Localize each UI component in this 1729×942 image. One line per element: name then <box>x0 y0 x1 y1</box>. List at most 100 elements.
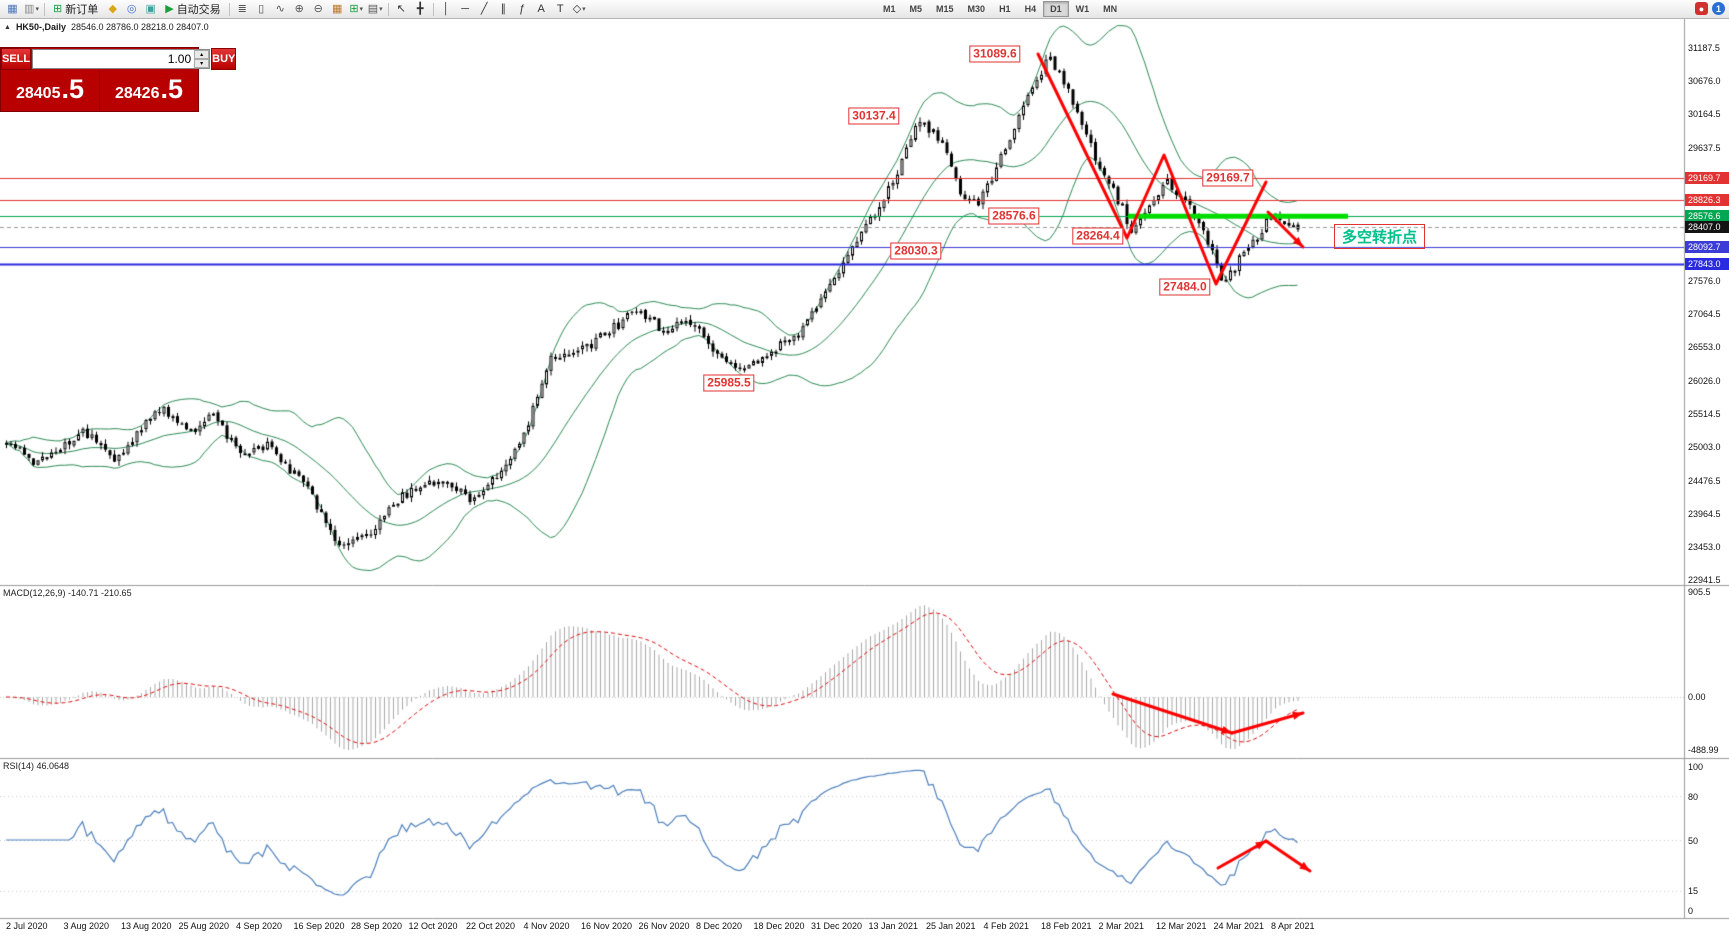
vertical-line-icon[interactable]: │ <box>437 2 456 17</box>
data-window-icon[interactable]: ▣ <box>141 2 160 17</box>
shapes-icon: ◇ <box>572 2 582 15</box>
price-axis-label: 30164.5 <box>1688 108 1721 119</box>
trendline-icon[interactable]: ╱ <box>475 2 494 17</box>
price-axis-label: 25514.5 <box>1688 408 1721 419</box>
toolbar: ▦ ▥ ▾ ⊞ 新订单 ◆ ◎ ▣ ▶ 自动交易 ≣ ▯ ∿ ⊕ ⊖ ▦ ⊞ ▾ ▤ ▾ ↖ ╋ │ ─ ╱ ∥ ƒ A T ◇ ▾ M1 M5… <box>0 0 1729 19</box>
time-axis-label: 4 Sep 2020 <box>236 921 283 931</box>
new-order-icon: ⊞ <box>53 2 63 15</box>
text-icon[interactable]: A <box>532 2 551 17</box>
price-annotation[interactable]: 29169.7 <box>1202 169 1254 187</box>
market-watch-icon[interactable]: ◎ <box>122 2 141 17</box>
shapes-icon[interactable]: ◇ ▾ <box>570 2 589 17</box>
time-axis-label: 16 Nov 2020 <box>581 921 633 931</box>
line-chart-icon: ∿ <box>275 2 285 15</box>
time-axis-label: 13 Aug 2020 <box>121 921 172 931</box>
crosshair-icon[interactable]: ╋ <box>411 2 430 17</box>
cursor-icon[interactable]: ↖ <box>392 2 411 17</box>
time-axis-label: 18 Feb 2021 <box>1041 921 1092 931</box>
tile-windows-icon[interactable]: ▦ <box>328 2 347 17</box>
sell-button[interactable]: SELL <box>1 48 32 70</box>
timeframe-mn[interactable]: MN <box>1103 4 1118 14</box>
volume-decrease-icon[interactable]: ▾ <box>194 59 210 68</box>
indicators-icon[interactable]: ⊞ ▾ <box>347 2 366 17</box>
price-axis-tag: 29169.7 <box>1685 171 1729 184</box>
one-click-trading-panel: SELL ▴ ▾ BUY 28405.5 28426.5 <box>0 47 237 112</box>
chart-alert-icon[interactable]: ● <box>1695 2 1708 15</box>
timeframe-h4[interactable]: H4 <box>1024 4 1037 14</box>
time-axis-label: 18 Dec 2020 <box>753 921 805 931</box>
horizontal-line-icon: ─ <box>461 2 470 15</box>
price-annotation[interactable]: 27484.0 <box>1159 278 1211 296</box>
volume-stepper: ▴ ▾ <box>32 49 211 69</box>
sell-price[interactable]: 28405.5 <box>1 70 99 111</box>
chevron-down-icon: ▾ <box>35 6 39 13</box>
buy-price[interactable]: 28426.5 <box>99 70 198 111</box>
zoom-in-icon: ⊕ <box>294 2 304 15</box>
macd-axis-label: -488.99 <box>1688 745 1719 755</box>
timeframe-m1[interactable]: M1 <box>883 4 896 14</box>
new-order-button-label: 新订单 <box>65 4 99 16</box>
buy-button[interactable]: BUY <box>211 48 237 70</box>
metaeditor-icon[interactable]: ◆ <box>103 2 122 17</box>
label-icon: T <box>556 2 564 15</box>
horizontal-line-icon[interactable]: ─ <box>456 2 475 17</box>
fibonacci-icon[interactable]: ƒ <box>513 2 532 17</box>
price-axis-label: 23453.0 <box>1688 541 1721 552</box>
periods-icon[interactable]: ▤ ▾ <box>366 2 385 17</box>
price-annotation[interactable]: 25985.5 <box>703 374 755 392</box>
time-axis-label: 3 Aug 2020 <box>63 921 110 931</box>
rsi-axis-label: 100 <box>1688 762 1704 772</box>
buy-price-main: 28426 <box>114 85 160 102</box>
time-axis-label: 13 Jan 2021 <box>868 921 919 931</box>
price-annotation[interactable]: 31089.6 <box>969 45 1021 63</box>
timeframe-m30[interactable]: M30 <box>967 4 986 14</box>
chart-profiles-icon[interactable]: ▥ ▾ <box>22 2 41 17</box>
zoom-out-icon[interactable]: ⊖ <box>309 2 328 17</box>
zoom-out-icon: ⊖ <box>313 2 323 15</box>
volume-increase-icon[interactable]: ▴ <box>194 50 210 59</box>
price-axis-label: 22941.5 <box>1688 574 1721 585</box>
sell-price-pips: .5 <box>61 74 85 104</box>
collapse-panel-icon[interactable]: ▲ <box>4 23 11 31</box>
cursor-icon: ↖ <box>396 2 406 15</box>
notifications-badge[interactable]: 1 <box>1712 2 1725 15</box>
volume-input[interactable] <box>33 50 195 68</box>
timeframe-d1[interactable]: D1 <box>1043 1 1069 17</box>
timeframe-w1[interactable]: W1 <box>1075 4 1090 14</box>
chart-title: ▲ HK50-,Daily 28546.0 28786.0 28218.0 28… <box>4 22 209 32</box>
new-chart-icon: ▦ <box>7 2 18 15</box>
symbol-label: HK50-,Daily <box>15 22 66 32</box>
chevron-down-icon: ▾ <box>379 6 383 13</box>
timeframe-h1[interactable]: H1 <box>999 4 1011 14</box>
line-chart-icon[interactable]: ∿ <box>271 2 290 17</box>
label-icon[interactable]: T <box>551 2 570 17</box>
bar-chart-icon[interactable]: ≣ <box>233 2 252 17</box>
data-window-icon: ▣ <box>145 2 156 15</box>
price-axis-tag: 27843.0 <box>1685 257 1729 270</box>
channel-icon[interactable]: ∥ <box>494 2 513 17</box>
candlestick-chart-icon[interactable]: ▯ <box>252 2 271 17</box>
timeframe-m15[interactable]: M15 <box>936 4 954 14</box>
market-watch-icon: ◎ <box>126 2 137 15</box>
price-axis-label: 27576.0 <box>1688 275 1721 286</box>
price-axis-tag: 28576.6 <box>1685 210 1729 223</box>
chevron-down-icon: ▾ <box>359 6 364 13</box>
bar-chart-icon: ≣ <box>237 2 247 15</box>
new-order-button[interactable]: ⊞ 新订单 <box>48 2 103 17</box>
toolbar-right-icons: ● 1 <box>1695 2 1725 15</box>
price-axis-label: 27064.5 <box>1688 308 1721 319</box>
timeframe-m5[interactable]: M5 <box>909 4 923 14</box>
price-annotation[interactable]: 30137.4 <box>848 107 900 125</box>
zoom-in-icon[interactable]: ⊕ <box>290 2 309 17</box>
auto-trading-button[interactable]: ▶ 自动交易 <box>160 2 225 17</box>
turning-point-note[interactable]: 多空转折点 <box>1334 224 1426 249</box>
toolbar-separator <box>44 2 45 16</box>
price-annotation[interactable]: 28264.4 <box>1072 227 1124 245</box>
rsi-axis-label: 80 <box>1688 792 1699 802</box>
periods-icon: ▤ <box>367 2 379 15</box>
price-annotation[interactable]: 28576.6 <box>988 207 1040 225</box>
rsi-axis-label: 0 <box>1688 906 1694 916</box>
new-chart-icon[interactable]: ▦ <box>3 2 22 17</box>
price-annotation[interactable]: 28030.3 <box>890 242 942 260</box>
